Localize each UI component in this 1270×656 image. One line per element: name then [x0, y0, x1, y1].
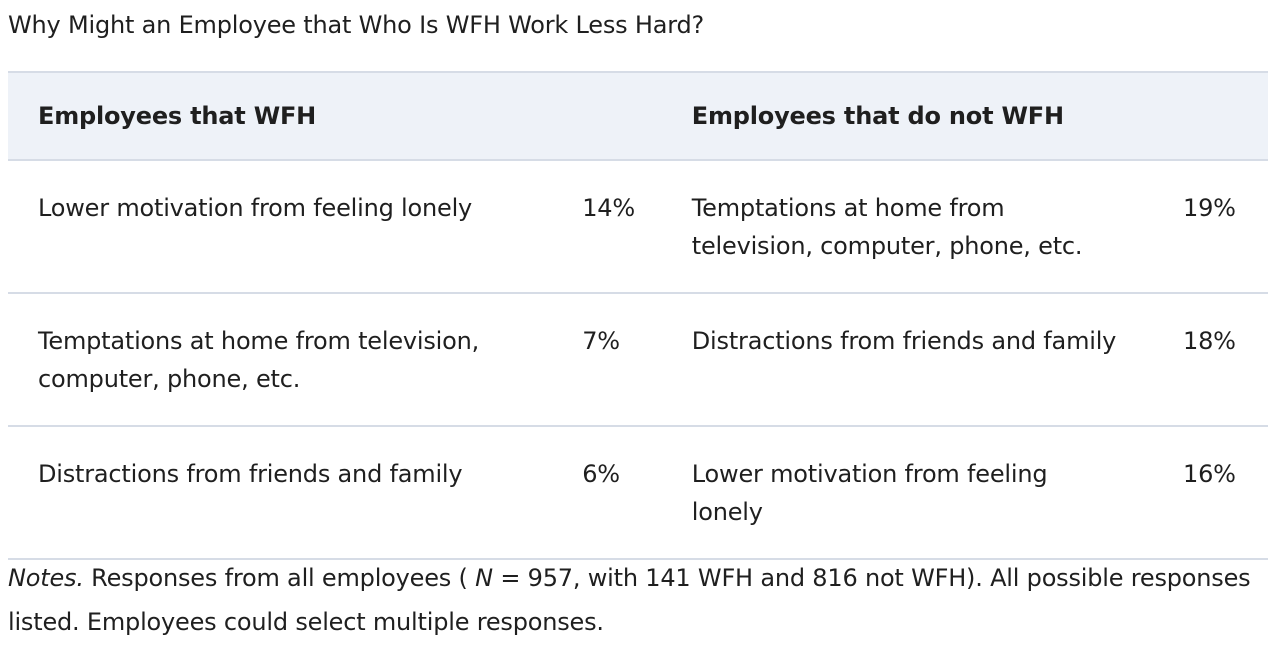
table-caption: Why Might an Employee that Who Is WFH Wo…	[8, 11, 705, 39]
wfh-reason-cell: Lower motivation from feeling lonely	[38, 194, 473, 222]
nonwfh-reason-cell: Lower motivation from feeling lonely	[691, 460, 1048, 526]
header-not-wfh: Employees that do not WFH	[691, 102, 1064, 130]
table-body: Lower motivation from feeling lonely 14%…	[8, 160, 1268, 559]
results-table: Employees that WFH Employees that do not…	[8, 71, 1268, 560]
table-row: Lower motivation from feeling lonely 14%…	[8, 160, 1268, 293]
wfh-reason-cell: Temptations at home from television, com…	[38, 327, 480, 393]
nonwfh-percent-cell: 19%	[1183, 194, 1236, 222]
header-wfh: Employees that WFH	[38, 102, 317, 130]
nonwfh-reason-cell: Temptations at home from television, com…	[691, 194, 1083, 260]
wfh-percent-cell: 14%	[582, 194, 635, 222]
nonwfh-percent-cell: 16%	[1183, 460, 1236, 488]
wfh-percent-cell: 6%	[582, 460, 620, 488]
wfh-percent-cell: 7%	[582, 327, 620, 355]
notes-label: Notes.	[8, 564, 84, 592]
table-row: Distractions from friends and family 6% …	[8, 426, 1268, 559]
nonwfh-reason-cell: Distractions from friends and family	[691, 327, 1117, 355]
table-header: Employees that WFH Employees that do not…	[8, 72, 1268, 160]
notes-text-after-n: = 957, with 141 WFH and 816 not WFH). Al…	[8, 564, 1251, 636]
nonwfh-percent-cell: 18%	[1183, 327, 1236, 355]
notes-n-symbol: N	[475, 564, 493, 592]
notes-text-before-n: Responses from all employees (	[83, 564, 476, 592]
wfh-reason-cell: Distractions from friends and family	[38, 460, 463, 488]
table-row: Temptations at home from television, com…	[8, 293, 1268, 426]
header-row: Employees that WFH Employees that do not…	[8, 72, 1268, 160]
table-notes: Notes. Responses from all employees ( N …	[8, 556, 1258, 644]
